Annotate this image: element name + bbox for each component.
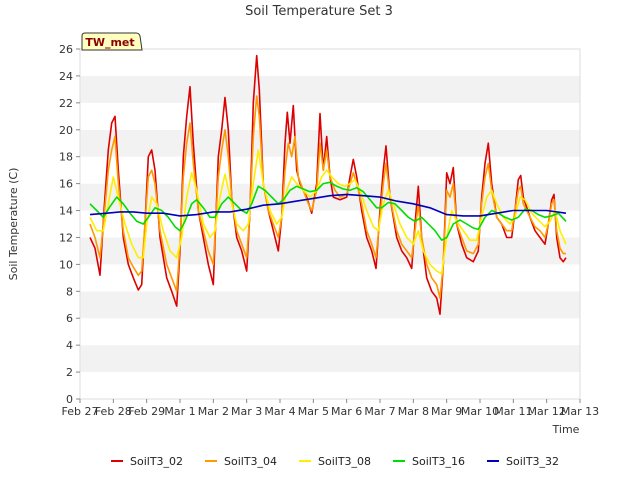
x-tick-label: Mar 3 (231, 405, 262, 418)
x-tick-label: Mar 13 (561, 405, 599, 418)
x-tick-label: Mar 1 (164, 405, 195, 418)
x-axis-label: Time (552, 423, 580, 436)
x-tick-label: Mar 8 (398, 405, 429, 418)
y-tick-label: 26 (59, 43, 73, 56)
grid-band (80, 75, 580, 103)
y-axis-label: Soil Temperature (C) (7, 168, 20, 281)
badge-label: TW_met (85, 36, 134, 49)
y-tick-label: 10 (59, 258, 73, 271)
y-tick-label: 2 (66, 366, 73, 379)
series-lines (89, 54, 567, 315)
y-tick-label: 18 (59, 151, 73, 164)
y-tick-label: 20 (59, 124, 73, 137)
grid-band (80, 372, 580, 399)
legend-label: SoilT3_32 (506, 455, 559, 468)
x-tick-label: Mar 5 (298, 405, 329, 418)
grid-band (80, 102, 580, 130)
x-tick-label: Mar 2 (198, 405, 229, 418)
chart-title: Soil Temperature Set 3 (245, 4, 393, 19)
grid-band (80, 291, 580, 319)
grid-band (80, 237, 580, 265)
grid-band (80, 183, 580, 211)
x-tick-label: Feb 29 (128, 405, 165, 418)
x-tick-label: Mar 12 (528, 405, 566, 418)
y-tick-label: 24 (59, 70, 73, 83)
series-line-soilt3_16 (89, 181, 567, 241)
y-tick-label: 14 (59, 205, 73, 218)
y-tick-label: 8 (66, 285, 73, 298)
series-line-soilt3_32 (89, 193, 567, 217)
series-line-soilt3_04 (89, 95, 566, 299)
grid-band (80, 318, 580, 346)
plot-area-frame (79, 48, 581, 400)
legend-label: SoilT3_08 (318, 455, 371, 468)
series-line-soilt3_08 (89, 149, 567, 275)
x-tick-label: Mar 10 (461, 405, 499, 418)
y-tick-label: 16 (59, 178, 73, 191)
grid-band (80, 264, 580, 292)
x-tick-label: Feb 27 (62, 405, 99, 418)
series-line-soilt3_02 (89, 54, 567, 315)
y-tick-label: 22 (59, 97, 73, 110)
legend-label: SoilT3_02 (130, 455, 183, 468)
grid-band (80, 129, 580, 157)
y-tick-label: 6 (66, 312, 73, 325)
x-tick-label: Mar 4 (264, 405, 295, 418)
grid-band (80, 345, 580, 373)
tw-met-badge: TW_met (81, 32, 143, 51)
x-tick-label: Feb 28 (95, 405, 132, 418)
legend-label: SoilT3_16 (412, 455, 465, 468)
x-tick-label: Mar 11 (494, 405, 532, 418)
y-tick-label: 0 (66, 393, 73, 406)
y-tick-label: 12 (59, 231, 73, 244)
grid-band (80, 49, 580, 76)
x-tick-label: Mar 7 (364, 405, 395, 418)
grid-bands (80, 49, 580, 399)
legend: SoilT3_02 SoilT3_04 SoilT3_08 SoilT3_16 Soil… (111, 455, 559, 468)
x-tick-label: Mar 6 (331, 405, 362, 418)
x-tick-label: Mar 9 (431, 405, 462, 418)
legend-label: SoilT3_04 (224, 455, 277, 468)
badge-box (81, 32, 143, 51)
y-tick-label: 4 (66, 339, 73, 352)
